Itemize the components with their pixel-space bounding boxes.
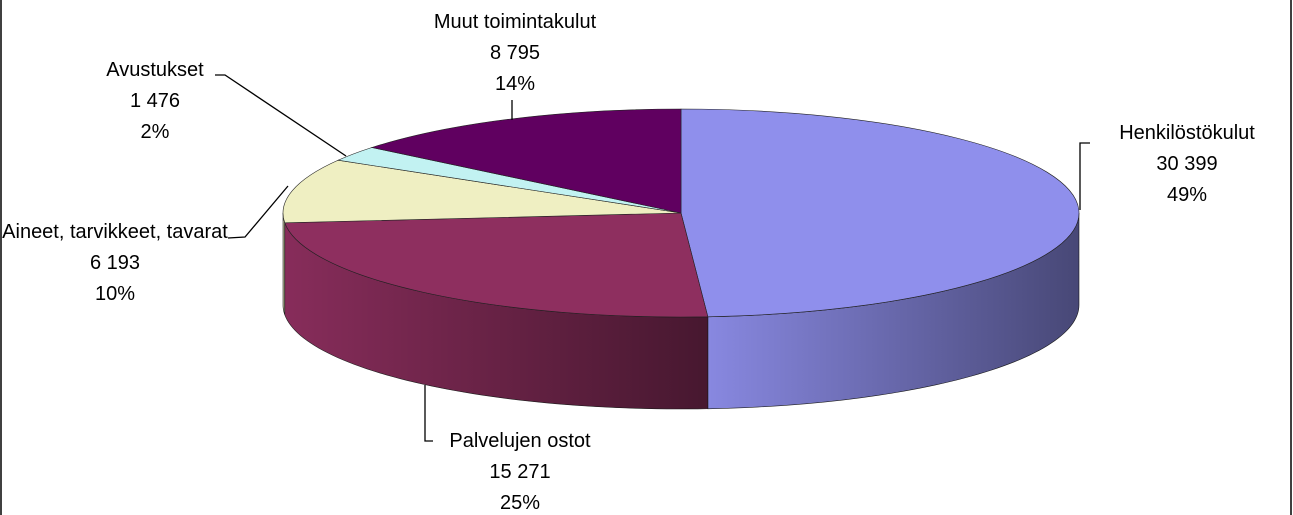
slice-top [284,212,709,318]
label-value: 49% [1166,184,1208,206]
slice-top [370,108,682,214]
label-name: Palvelujen ostot [449,430,591,452]
label-name: Henkilöstökulut [1119,122,1255,144]
slice-side-shade [707,213,1079,409]
label-name: Avustukset [106,59,204,81]
data-label: Avustukset 1 476 2% [80,55,230,148]
label-value: 10% [94,283,136,305]
leader-line [215,74,347,157]
label-name: Aineet, tarvikkeet, tavarat [2,221,228,243]
data-label: Aineet, tarvikkeet, tavarat 6 193 10% [1,217,229,310]
data-label: Palvelujen ostot 15 271 25% [420,426,620,515]
label-value: 30 399 [1156,153,1218,175]
label-value: 15 271 [489,461,551,483]
label-value: 6 193 [89,252,141,274]
data-label: Muut toimintakulut 8 795 14% [395,7,635,100]
leader-line [1079,142,1090,210]
slice-top [680,108,1080,318]
label-value: 2% [140,121,170,143]
leader-line [227,185,289,239]
data-label: Henkilöstökulut 30 399 49% [1087,118,1287,211]
slice-top [282,159,682,224]
label-name: Muut toimintakulut [433,11,597,33]
label-value: 1 476 [129,90,181,112]
leader-line [424,385,433,442]
label-value: 14% [494,73,536,95]
slice-side-shade [283,213,285,315]
slice-side-shade [284,222,708,409]
label-value: 8 795 [489,42,541,64]
label-value: 25% [499,492,541,514]
